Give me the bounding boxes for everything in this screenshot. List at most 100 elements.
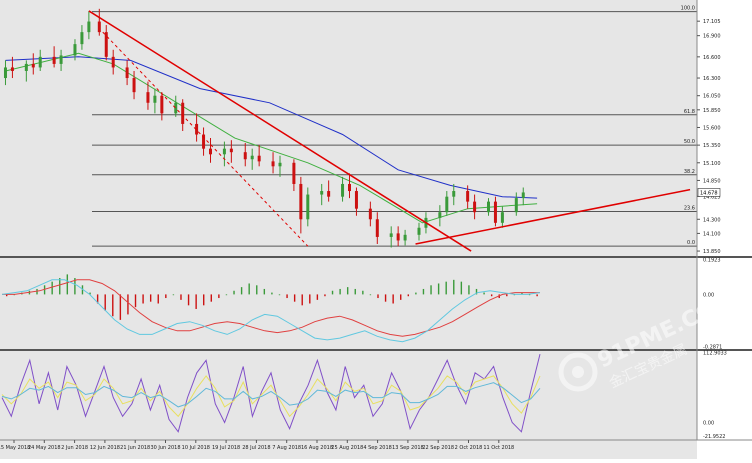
macd-histogram-bar	[180, 294, 182, 300]
macd-histogram-bar	[51, 281, 53, 295]
oscillator-line-0	[1, 353, 541, 433]
candle-body	[271, 161, 275, 167]
macd-histogram-bar	[233, 290, 235, 295]
fib-level-label: 23.6	[684, 206, 695, 212]
candle-body	[111, 56, 115, 68]
macd-histogram-bar	[278, 294, 281, 296]
macd-histogram-bar	[453, 279, 455, 295]
candle-body	[181, 102, 185, 124]
macd-histogram-bar	[490, 294, 493, 297]
macd-signal-line	[2, 279, 540, 337]
panel-separator-0	[0, 256, 752, 258]
trendline	[102, 31, 309, 247]
macd-histogram-bar	[475, 288, 478, 295]
candle-body	[87, 21, 91, 33]
macd-main-line	[1, 279, 541, 343]
price-tick-label: 16.900	[703, 34, 721, 40]
macd-histogram-bar	[354, 288, 356, 295]
candle-body	[125, 67, 129, 79]
macd-histogram-bar	[293, 294, 296, 302]
candle-body	[3, 67, 7, 79]
macd-histogram-bar	[301, 294, 303, 306]
candle-body	[521, 192, 525, 199]
oscillator-line-2	[1, 382, 541, 408]
candle-body	[473, 201, 477, 213]
fib-level-label: 50.0	[684, 139, 695, 145]
macd-histogram-bar	[445, 281, 447, 295]
macd-histogram-bar	[309, 294, 311, 304]
candle-body	[514, 198, 518, 213]
x-tick-label: 7 Aug 2018	[272, 445, 301, 451]
price-tick-label: 15.100	[703, 161, 721, 167]
candle-body	[73, 44, 77, 56]
price-tick-label: 16.300	[703, 76, 721, 82]
macd-histogram-bar	[271, 292, 273, 295]
macd-histogram-bar	[203, 294, 205, 306]
x-tick-label: 28 Jul 2018	[242, 445, 270, 451]
candle-body	[195, 123, 199, 135]
macd-histogram-bar	[506, 294, 508, 297]
macd-histogram-bar	[104, 294, 106, 311]
macd-histogram-bar	[81, 285, 84, 295]
x-tick-label: 24 May 2018	[28, 445, 61, 451]
price-tick-label: 17.105	[703, 19, 721, 25]
x-tick-label: 11 Oct 2018	[483, 445, 514, 451]
price-tick-label: 15.850	[703, 108, 721, 114]
macd-histogram-bar	[362, 290, 364, 295]
macd-histogram-bar	[210, 294, 212, 302]
x-tick-label: 10 Jul 2018	[182, 445, 210, 451]
macd-histogram-bar	[149, 294, 152, 302]
x-tick-label: 2 Jun 2018	[61, 445, 88, 451]
candle-body	[278, 162, 282, 167]
macd-panel	[1, 274, 541, 343]
price-tick-label: 16.050	[703, 94, 721, 100]
price-tick-label: 14.850	[703, 178, 721, 184]
macd-histogram-bar	[6, 294, 8, 297]
oscillator-panel	[1, 353, 541, 433]
fib-level-label: 61.8	[684, 109, 695, 115]
macd-histogram-bar	[400, 294, 402, 300]
macd-histogram-bar	[384, 294, 387, 302]
candle-body	[229, 148, 233, 153]
macd-histogram-bar	[392, 294, 394, 304]
candle-body	[327, 191, 331, 197]
candle-body	[375, 219, 379, 237]
candle-body	[389, 233, 393, 237]
candle-body	[80, 32, 84, 45]
candle-body	[299, 183, 303, 220]
price-tick-label: 15.600	[703, 125, 721, 131]
macd-histogram-bar	[248, 283, 250, 295]
current-price-label: 14.678	[700, 190, 718, 196]
candle-body	[38, 56, 42, 68]
macd-histogram-bar	[324, 294, 326, 297]
x-tick-label: 4 Sep 2018	[363, 445, 392, 451]
candle-body	[132, 78, 136, 93]
fib-level-label: 0.0	[687, 240, 695, 246]
candle-body	[257, 155, 261, 162]
candle-body	[445, 196, 449, 213]
candle-body	[222, 148, 226, 155]
macd-tick-label: 0.00	[703, 292, 714, 298]
macd-histogram-bar	[74, 278, 76, 295]
x-tick-label: 12 Jun 2018	[90, 445, 120, 451]
candle-body	[153, 95, 157, 103]
macd-histogram-bar	[407, 294, 410, 297]
macd-histogram-bar	[331, 290, 334, 295]
macd-histogram-bar	[468, 285, 470, 295]
candle-body	[368, 208, 372, 220]
macd-histogram-bar	[66, 274, 69, 295]
macd-histogram-bar	[422, 288, 425, 295]
candle-body	[10, 67, 14, 71]
candle-body	[306, 194, 310, 220]
x-tick-label: 15 May 2018	[0, 445, 30, 451]
macd-histogram-bar	[316, 294, 319, 300]
macd-tick-label: -0.2871	[703, 345, 722, 351]
candle-body	[417, 227, 421, 235]
candle-body	[174, 102, 178, 114]
candle-body	[59, 55, 63, 64]
macd-histogram-bar	[43, 285, 46, 295]
macd-histogram-bar	[134, 294, 137, 308]
macd-histogram-bar	[256, 285, 258, 295]
